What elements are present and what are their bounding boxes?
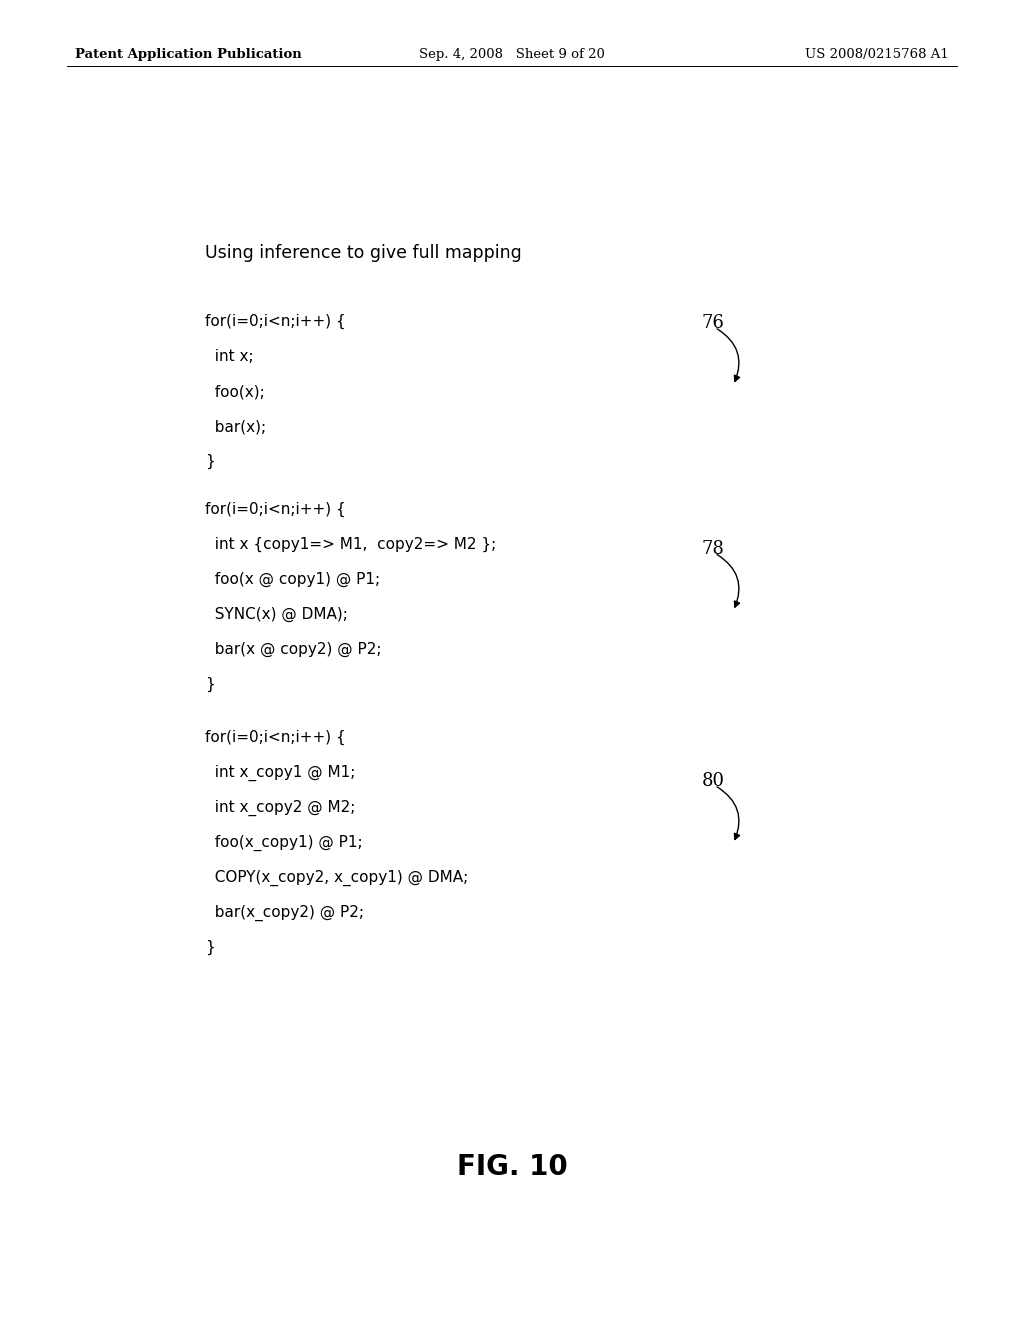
Text: bar(x_copy2) @ P2;: bar(x_copy2) @ P2; <box>205 906 364 921</box>
Text: US 2008/0215768 A1: US 2008/0215768 A1 <box>806 48 949 61</box>
Text: }: } <box>205 454 215 470</box>
Text: Sep. 4, 2008   Sheet 9 of 20: Sep. 4, 2008 Sheet 9 of 20 <box>419 48 605 61</box>
Text: foo(x);: foo(x); <box>205 384 264 399</box>
Text: bar(x @ copy2) @ P2;: bar(x @ copy2) @ P2; <box>205 642 381 657</box>
Text: int x;: int x; <box>205 348 253 364</box>
Text: for(i=0;i<n;i++) {: for(i=0;i<n;i++) { <box>205 502 345 517</box>
Text: foo(x_copy1) @ P1;: foo(x_copy1) @ P1; <box>205 836 362 851</box>
Text: Using inference to give full mapping: Using inference to give full mapping <box>205 244 521 263</box>
Text: 78: 78 <box>701 540 724 558</box>
Text: 80: 80 <box>701 772 724 791</box>
Text: SYNC(x) @ DMA);: SYNC(x) @ DMA); <box>205 607 348 622</box>
Text: int x_copy2 @ M2;: int x_copy2 @ M2; <box>205 800 355 816</box>
Text: }: } <box>205 940 215 956</box>
Text: for(i=0;i<n;i++) {: for(i=0;i<n;i++) { <box>205 730 345 746</box>
Text: COPY(x_copy2, x_copy1) @ DMA;: COPY(x_copy2, x_copy1) @ DMA; <box>205 870 468 886</box>
Text: }: } <box>205 676 215 692</box>
Text: for(i=0;i<n;i++) {: for(i=0;i<n;i++) { <box>205 314 345 330</box>
Text: Patent Application Publication: Patent Application Publication <box>75 48 301 61</box>
Text: bar(x);: bar(x); <box>205 420 266 434</box>
Text: 76: 76 <box>701 314 724 333</box>
Text: FIG. 10: FIG. 10 <box>457 1154 567 1181</box>
Text: int x_copy1 @ M1;: int x_copy1 @ M1; <box>205 766 355 781</box>
Text: int x {copy1=> M1,  copy2=> M2 };: int x {copy1=> M1, copy2=> M2 }; <box>205 536 496 552</box>
Text: foo(x @ copy1) @ P1;: foo(x @ copy1) @ P1; <box>205 572 380 587</box>
